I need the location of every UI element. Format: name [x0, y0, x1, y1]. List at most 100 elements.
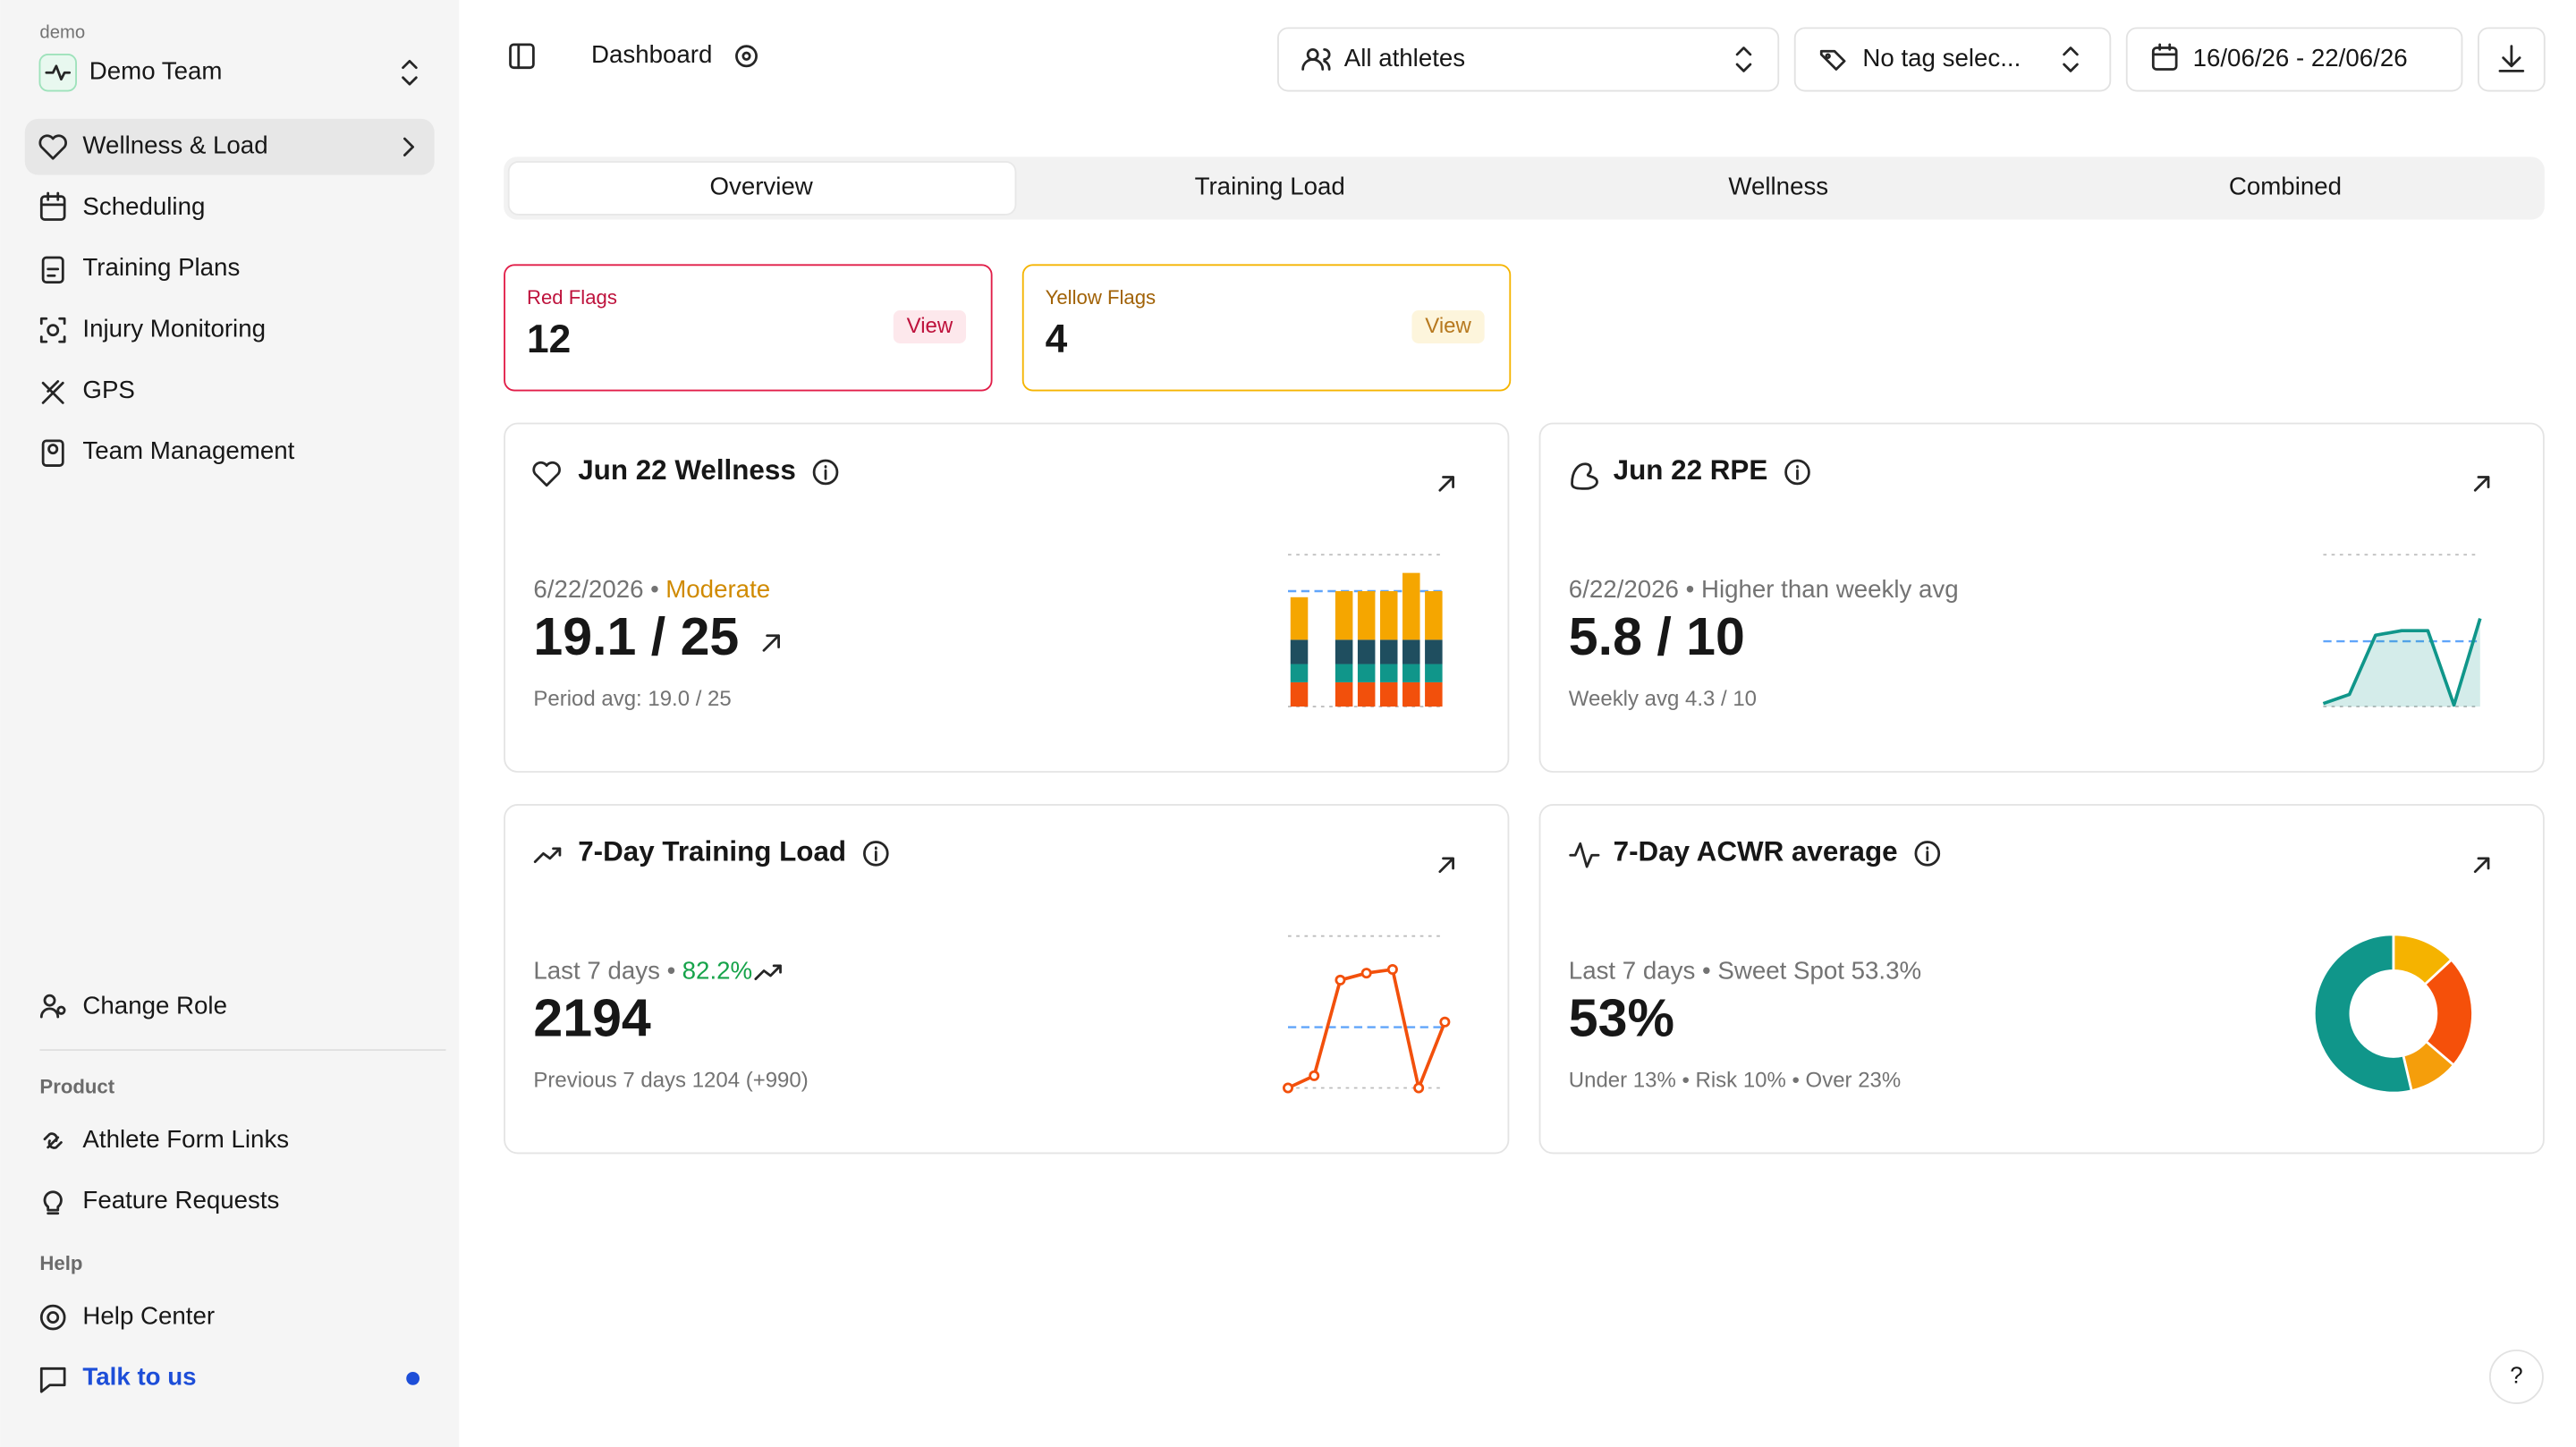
- flag-action[interactable]: View: [1425, 314, 1471, 338]
- card-icon: [533, 847, 562, 863]
- nav-active: [24, 118, 435, 175]
- bar-segment: [1425, 681, 1443, 707]
- bar-segment: [1379, 639, 1398, 664]
- expand-icon[interactable]: [2473, 476, 2490, 492]
- flag-label: Yellow Flags: [1046, 286, 1156, 309]
- card-subtitle: 6/22/2026 • Higher than weekly avg: [1569, 575, 1959, 603]
- help-label[interactable]: ?: [2510, 1363, 2522, 1388]
- date-picker[interactable]: [2125, 27, 2463, 92]
- status: Moderate: [665, 575, 770, 603]
- point: [1360, 968, 1372, 979]
- nav-item[interactable]: Athlete Form Links: [82, 1125, 289, 1153]
- card-footnote: Period avg: 19.0 / 25: [533, 687, 731, 711]
- bar-segment: [1402, 572, 1420, 640]
- red-flag-card[interactable]: [504, 264, 993, 392]
- sidebar: [0, 0, 460, 1447]
- team-switch[interactable]: [402, 59, 418, 86]
- point: [1439, 1016, 1451, 1028]
- bar-segment: [1379, 664, 1398, 682]
- bar-segment: [1379, 591, 1398, 640]
- subtitle-text: 6/22/2026 •: [533, 575, 658, 603]
- nav-item[interactable]: Injury Monitoring: [82, 315, 266, 343]
- card-icon: [532, 461, 561, 487]
- tab[interactable]: Combined: [2229, 173, 2342, 200]
- card-title: 7-Day Training Load: [578, 836, 846, 867]
- expand-icon[interactable]: [1438, 476, 1454, 492]
- bar-segment: [1290, 681, 1309, 707]
- card-subtitle: Last 7 days • 82.2%: [533, 957, 752, 985]
- nav-item[interactable]: Help Center: [82, 1301, 215, 1329]
- trend-icon: [762, 634, 780, 652]
- yellow-flag-card[interactable]: [1021, 264, 1512, 392]
- metric-card: [1538, 422, 2545, 773]
- bar-segment: [1357, 639, 1376, 664]
- area: [2323, 618, 2480, 707]
- bar-segment: [1335, 664, 1353, 682]
- expand-icon[interactable]: [2473, 857, 2490, 874]
- card-title: 7-Day ACWR average: [1614, 836, 1898, 867]
- header-icons: [1301, 43, 2525, 72]
- nav-item[interactable]: Talk to us: [82, 1363, 196, 1391]
- tab-active: [507, 160, 1017, 216]
- view-pill[interactable]: [1411, 310, 1485, 343]
- bar-segment: [1290, 597, 1309, 640]
- nav-item[interactable]: Wellness & Load: [82, 131, 267, 159]
- settings-dot: [741, 51, 751, 61]
- expand-icon[interactable]: [1438, 857, 1454, 874]
- nav-item[interactable]: Scheduling: [82, 192, 205, 220]
- card-value: 5.8 / 10: [1569, 607, 1745, 666]
- help-button[interactable]: [2488, 1350, 2544, 1405]
- trend-icon: [754, 964, 782, 981]
- card-footnote: Weekly avg 4.3 / 10: [1569, 687, 1757, 711]
- nav-item[interactable]: Team Management: [82, 436, 294, 464]
- line: [2322, 618, 2482, 707]
- bar-segment: [1335, 639, 1353, 664]
- athlete-filter: All athletes: [1344, 44, 1465, 72]
- point: [1309, 1070, 1320, 1081]
- bar-segment: [1425, 639, 1443, 664]
- nav-item[interactable]: Feature Requests: [82, 1186, 279, 1214]
- point: [1413, 1082, 1425, 1094]
- bar-segment: [1402, 681, 1420, 707]
- donut-segment: [2312, 933, 2413, 1095]
- date-range: 16/06/26 - 22/06/26: [2193, 44, 2408, 72]
- section-heading: Product: [39, 1075, 114, 1097]
- metric-card: [1538, 803, 2545, 1155]
- settings-icon[interactable]: [735, 45, 758, 68]
- nav-chevron: [403, 137, 415, 157]
- bar-segment: [1290, 664, 1309, 682]
- tab[interactable]: Training Load: [1195, 173, 1345, 200]
- card-subtitle: 6/22/2026 • Moderate: [533, 575, 770, 603]
- tag-select[interactable]: [1793, 27, 2112, 92]
- card-title: Jun 22 Wellness: [578, 454, 796, 486]
- info-icon[interactable]: [1914, 841, 1941, 867]
- tab[interactable]: Overview: [709, 173, 813, 200]
- info-icon[interactable]: [863, 841, 889, 867]
- bar-segment: [1357, 681, 1376, 707]
- info-icon[interactable]: [1784, 459, 1810, 486]
- metric-card: [504, 803, 1510, 1155]
- info-icon[interactable]: [812, 459, 839, 486]
- bar-segment: [1425, 664, 1443, 682]
- athlete-select[interactable]: [1277, 27, 1780, 92]
- subtitle-text: Last 7 days • Sweet Spot 53.3%: [1569, 957, 1921, 985]
- unread-dot: [406, 1372, 420, 1385]
- nav-item[interactable]: Change Role: [82, 991, 227, 1019]
- sidebar-toggle[interactable]: [509, 43, 535, 70]
- tab[interactable]: Wellness: [1728, 173, 1828, 200]
- bar-segment: [1379, 681, 1398, 707]
- chat-icon: [39, 1367, 66, 1393]
- card-title: Jun 22 RPE: [1614, 454, 1768, 486]
- flag-action[interactable]: View: [907, 314, 953, 338]
- point: [1386, 964, 1398, 976]
- card-footnote: Under 13% • Risk 10% • Over 23%: [1569, 1068, 1901, 1092]
- nav-item[interactable]: GPS: [82, 376, 134, 403]
- bar-segment: [1335, 591, 1353, 640]
- nav-icons: [38, 134, 67, 1331]
- team-name: Demo Team: [89, 57, 223, 85]
- view-pill[interactable]: [893, 310, 967, 343]
- card-value: 2194: [533, 988, 651, 1047]
- bar-segment: [1402, 664, 1420, 682]
- nav-item[interactable]: Training Plans: [82, 253, 240, 281]
